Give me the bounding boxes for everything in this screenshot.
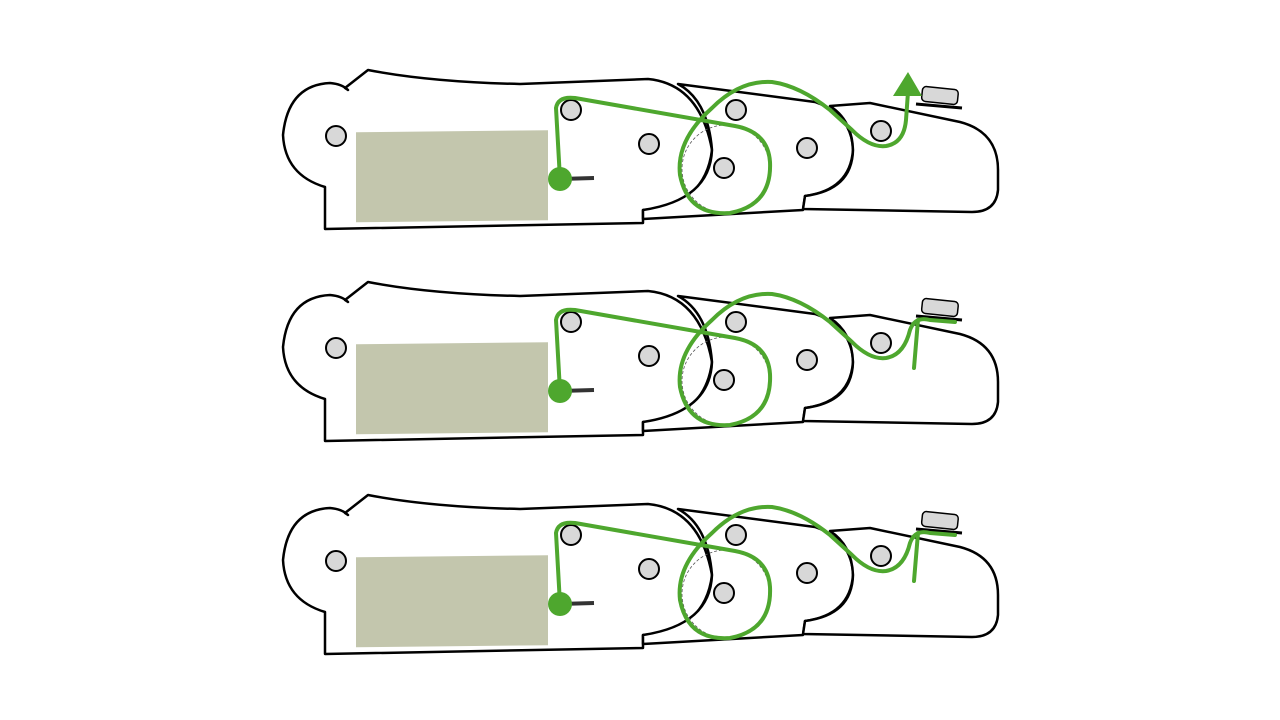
tip-bar	[915, 102, 963, 110]
joint-pin-icon	[560, 99, 582, 121]
joint-pin-icon	[796, 562, 818, 584]
tip-bar	[915, 527, 963, 535]
arrow-head-icon	[893, 72, 922, 96]
joint-pin-icon	[870, 332, 892, 354]
finger-panel-hooked	[281, 280, 1000, 443]
palm-pad	[356, 555, 548, 648]
joint-pin-icon	[796, 349, 818, 371]
joint-pin-icon	[870, 545, 892, 567]
joint-pin-icon	[638, 133, 660, 155]
fingertip-block-icon	[920, 297, 959, 318]
anchor-dot-icon	[548, 592, 572, 616]
tendon-path	[554, 291, 957, 428]
anchor-dot-icon	[548, 167, 572, 191]
joint-pin-icon	[325, 125, 347, 147]
joint-pin-icon	[560, 311, 582, 333]
joint-pin-icon	[796, 137, 818, 159]
joint-pin-icon	[725, 311, 747, 333]
joint-pin-icon	[725, 524, 747, 546]
joint-pin-icon	[638, 345, 660, 367]
joint-pin-icon	[638, 558, 660, 580]
finger-panel-hooked-pressed	[281, 493, 1000, 656]
joint-pin-icon	[560, 524, 582, 546]
joint-pin-icon	[870, 120, 892, 142]
fingertip-block-icon	[920, 85, 959, 106]
joint-pin-icon	[713, 157, 735, 179]
joint-pin-icon	[713, 582, 735, 604]
joint-pin-icon	[325, 550, 347, 572]
joint-pin-icon	[725, 99, 747, 121]
palm-pad	[356, 342, 548, 435]
tendon-path	[554, 79, 910, 216]
finger-panel-extended	[281, 68, 1000, 231]
joint-pin-icon	[325, 337, 347, 359]
tendon-path	[554, 504, 957, 641]
palm-pad	[356, 130, 548, 223]
anchor-dot-icon	[548, 379, 572, 403]
joint-pin-icon	[713, 369, 735, 391]
fingertip-block-icon	[920, 510, 959, 531]
tip-bar	[915, 314, 963, 322]
